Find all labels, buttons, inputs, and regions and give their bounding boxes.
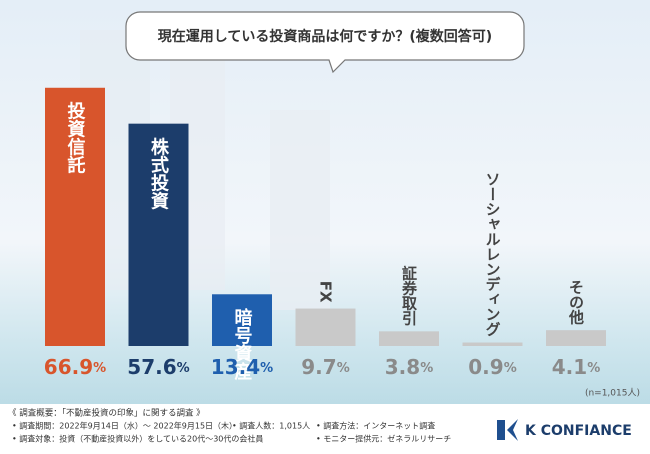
value-label: 13.4% <box>211 355 273 379</box>
building <box>270 110 330 310</box>
category-label: ソーシャルレンディング <box>484 172 502 337</box>
bar <box>212 294 272 346</box>
value-label: 57.6% <box>127 355 189 379</box>
value-label: 66.9% <box>44 355 106 379</box>
footer-item: • 調査期間：2022年9月14日（水）～ 2022年9月15日（木） <box>12 421 237 431</box>
sample-note: (n=1,015人) <box>585 388 640 399</box>
category-label: 証券取引 <box>400 265 418 327</box>
value-label: 9.7% <box>301 355 349 379</box>
footer-heading: 《 調査概要：「不動産投資の印象」に関する調査 》 <box>8 408 205 419</box>
title-bubble <box>125 11 525 74</box>
footer-item: • 調査人数：1,015人 <box>232 421 310 431</box>
bar <box>128 123 189 346</box>
category-label: その他 <box>567 279 585 325</box>
bar <box>546 330 606 346</box>
logo: K CONFIANCE <box>525 423 632 439</box>
footer-background <box>0 404 650 450</box>
footer-item: • 調査方法：インターネット調査 <box>316 421 435 431</box>
bar <box>45 87 105 347</box>
category-label: 株式投資 <box>148 137 169 211</box>
value-label: 0.9% <box>468 355 516 379</box>
category-label: 暗号資産 <box>232 307 253 381</box>
footer-item: • モニター提供元：ゼネラルリサーチ <box>316 434 451 444</box>
value-label: 4.1% <box>552 355 600 379</box>
category-label: FX <box>317 281 335 303</box>
footer-item: • 調査対象：投資（不動産投資以外）をしている20代～30代の会社員 <box>12 434 263 444</box>
category-label: 投資信託 <box>65 101 86 174</box>
bar <box>379 331 439 346</box>
chart-title: 現在運用している投資商品は何ですか？(複数回答可) <box>158 28 492 45</box>
logo-mark <box>497 419 518 441</box>
value-label: 3.8% <box>385 355 433 379</box>
bar <box>462 342 523 346</box>
bar <box>295 308 356 346</box>
